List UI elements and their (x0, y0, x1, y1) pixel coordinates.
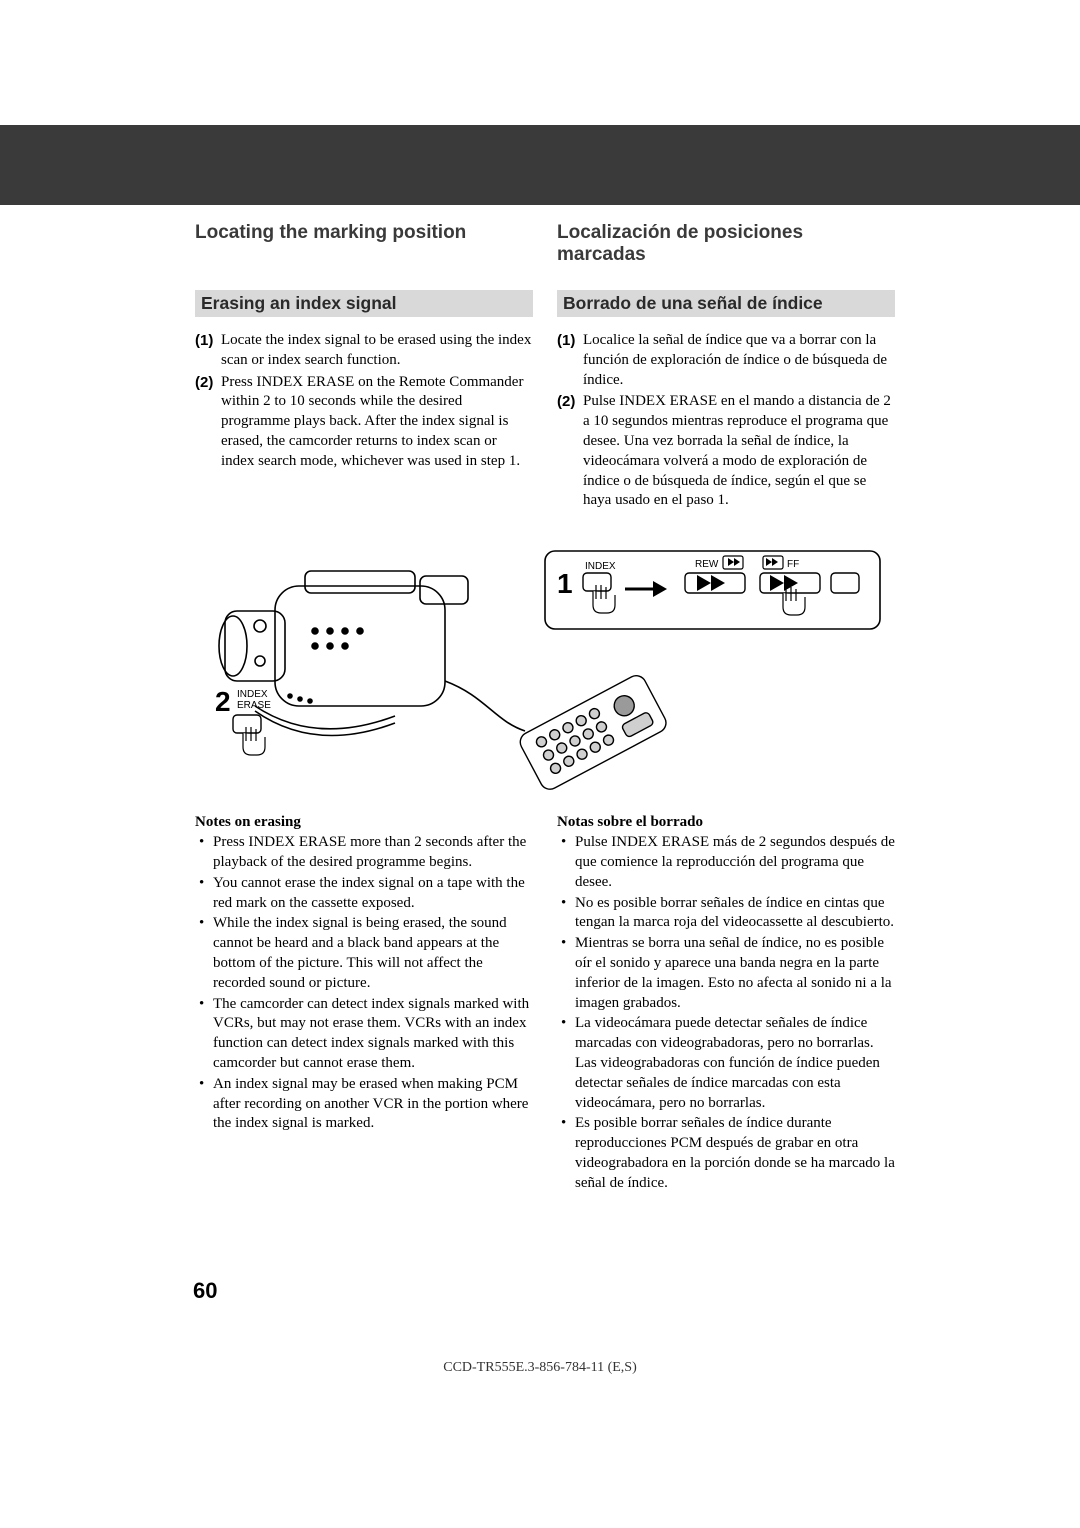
index-label: INDEX (585, 561, 616, 572)
list-item: La videocámara puede detectar señales de… (567, 1014, 895, 1113)
list-item: (1) Localice la señal de índice que va a… (557, 331, 895, 390)
list-item: (2) Press INDEX ERASE on the Remote Comm… (195, 373, 533, 472)
header-band (0, 125, 1080, 205)
callout-2-label-1: INDEX (237, 689, 268, 700)
list-item: (1) Locate the index signal to be erased… (195, 331, 533, 371)
titles-row: Locating the marking position Localizaci… (195, 222, 895, 290)
callout-2-label-2: ERASE (237, 700, 271, 711)
list-item: While the index signal is being erased, … (205, 914, 533, 993)
left-steps: (1) Locate the index signal to be erased… (195, 331, 533, 472)
list-item: Mientras se borra una señal de índice, n… (567, 934, 895, 1013)
left-subheader: Erasing an index signal (195, 290, 533, 317)
left-notes-title: Notes on erasing (195, 814, 533, 831)
page-content: Locating the marking position Localizaci… (195, 222, 895, 1195)
right-title: Localización de posiciones marcadas (557, 222, 895, 268)
left-title: Locating the marking position (195, 222, 533, 268)
page-number: 60 (193, 1278, 217, 1304)
subheaders-row: Erasing an index signal Borrado de una s… (195, 290, 895, 331)
step-number: (1) (557, 331, 583, 390)
callout-2-number: 2 (215, 686, 231, 717)
right-notes-title: Notas sobre el borrado (557, 814, 895, 831)
footer-code: CCD-TR555E.3-856-784-11 (E,S) (0, 1360, 1080, 1376)
notes-row: Notes on erasing Press INDEX ERASE more … (195, 814, 895, 1194)
list-item: Pulse INDEX ERASE más de 2 segundos desp… (567, 833, 895, 892)
control-box: 1 INDEX REW (545, 551, 880, 629)
rew-label: REW (695, 559, 719, 570)
remote-icon (517, 672, 670, 791)
callout-1-number: 1 (557, 568, 573, 599)
list-item: Press INDEX ERASE more than 2 seconds af… (205, 833, 533, 873)
callout-2: 2 INDEX ERASE (215, 686, 271, 755)
list-item: The camcorder can detect index signals m… (205, 995, 533, 1074)
step-text: Pulse INDEX ERASE en el mando a distanci… (583, 392, 895, 511)
list-item: No es posible borrar señales de índice e… (567, 894, 895, 934)
step-number: (2) (557, 392, 583, 511)
step-number: (2) (195, 373, 221, 472)
list-item: You cannot erase the index signal on a t… (205, 874, 533, 914)
left-notes-list: Press INDEX ERASE more than 2 seconds af… (195, 833, 533, 1134)
cable-icon (445, 681, 525, 731)
list-item: An index signal may be erased when makin… (205, 1075, 533, 1134)
list-item: (2) Pulse INDEX ERASE en el mando a dist… (557, 392, 895, 511)
right-notes-list: Pulse INDEX ERASE más de 2 segundos desp… (557, 833, 895, 1193)
step-text: Localice la señal de índice que va a bor… (583, 331, 895, 390)
right-steps: (1) Localice la señal de índice que va a… (557, 331, 895, 511)
diagram: 2 INDEX ERASE 1 INDEX (195, 531, 895, 796)
step-number: (1) (195, 331, 221, 371)
steps-row: (1) Locate the index signal to be erased… (195, 331, 895, 513)
list-item: Es posible borrar señales de índice dura… (567, 1114, 895, 1193)
step-text: Press INDEX ERASE on the Remote Commande… (221, 373, 533, 472)
ff-label: FF (787, 559, 799, 570)
right-subheader: Borrado de una señal de índice (557, 290, 895, 317)
step-text: Locate the index signal to be erased usi… (221, 331, 533, 371)
diagram-svg: 2 INDEX ERASE 1 INDEX (195, 531, 895, 791)
